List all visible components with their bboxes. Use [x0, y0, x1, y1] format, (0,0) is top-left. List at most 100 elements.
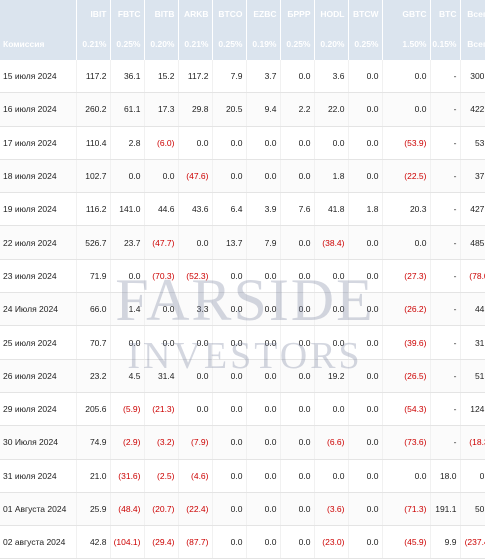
flow-cell: 205.6	[76, 392, 111, 427]
fee-cell: 0.19%	[246, 28, 281, 60]
date-cell: 19 июля 2024	[0, 192, 77, 227]
flow-cell: -	[430, 192, 461, 227]
flow-cell: 0.0	[280, 60, 315, 94]
table-row: 22 июля 2024 526.7 23.7 (47.7) 0.0 13.7 7.9 0.0…	[0, 225, 485, 260]
flow-cell: (104.1)	[110, 525, 145, 559]
flow-cell: 0.0	[382, 60, 431, 94]
fee-cell: 0.20%	[144, 28, 179, 60]
flow-cell: (7.9)	[178, 425, 213, 460]
flow-cell: 41.8	[314, 192, 349, 227]
flow-cell: (20.7)	[144, 492, 179, 527]
flow-cell: 71.9	[76, 259, 111, 294]
flow-cell: 0.0	[280, 392, 315, 427]
ticker-header-row: IBIT FBTC BITB ARKB BTCO EZBC БРРР HODL BTCW GBTC…	[0, 0, 485, 28]
flow-cell: (48.4)	[110, 492, 145, 527]
flow-cell: 0.0	[212, 126, 247, 160]
flow-cell: 44.6	[144, 192, 179, 227]
flow-cell: 23.7	[110, 225, 145, 260]
column-header: FBTC	[110, 0, 145, 28]
flow-cell: -	[430, 225, 461, 260]
flow-cell: (54.3)	[382, 392, 431, 427]
flow-cell: 0.0	[314, 392, 349, 427]
column-header: BITB	[144, 0, 179, 28]
flow-cell: (6.6)	[314, 425, 349, 460]
flow-cell: 1.8	[348, 192, 383, 227]
flow-cell: 13.7	[212, 225, 247, 260]
flow-cell: (27.3)	[382, 259, 431, 294]
fee-header-row: Комиссия 0.21% 0.25% 0.20% 0.21% 0.25% 0.19% 0.…	[0, 28, 485, 60]
date-cell: 16 июля 2024	[0, 92, 77, 127]
flow-cell: 0.0	[178, 225, 213, 260]
table-row: 15 июля 2024 117.2 36.1 15.2 117.2 7.9 3.7 0.0 3…	[0, 60, 485, 94]
flow-cell: 29.8	[178, 92, 213, 127]
flow-cell: 0.0	[178, 392, 213, 427]
flow-cell: -	[430, 392, 461, 427]
flow-cell: -	[430, 159, 461, 194]
flow-cell: (39.6)	[382, 325, 431, 360]
fee-cell: 0.15%	[430, 28, 461, 60]
flow-cell: (21.3)	[144, 392, 179, 427]
flow-cell: 3.6	[314, 60, 349, 94]
flow-cell: 0.0	[246, 259, 281, 294]
flow-cell: 18.0	[430, 459, 461, 493]
flow-cell: (31.6)	[110, 459, 145, 493]
flow-cell: (5.9)	[110, 392, 145, 427]
flow-cell: (71.3)	[382, 492, 431, 527]
flow-cell: 422.5	[460, 92, 485, 127]
flow-cell: 0.0	[246, 292, 281, 327]
flow-cell: 0.0	[280, 325, 315, 360]
flow-cell: 0.0	[212, 392, 247, 427]
table-row: 24 Июля 2024 66.0 1.4 0.0 3.3 0.0 0.0 0.0 0.0 0.0…	[0, 292, 485, 327]
flows-table-body: 15 июля 2024 117.2 36.1 15.2 117.2 7.9 3.7 0.0 3…	[0, 60, 485, 559]
flow-cell: (87.7)	[178, 525, 213, 559]
table-row: 17 июля 2024 110.4 2.8 (6.0) 0.0 0.0 0.0 0.0 0.0…	[0, 126, 485, 160]
flow-cell: 0.0	[348, 392, 383, 427]
flow-cell: 0.0	[348, 126, 383, 160]
flow-cell: 2.8	[110, 126, 145, 160]
header-blank-cell	[0, 0, 77, 28]
flow-cell: 0.0	[348, 525, 383, 559]
fee-cell: 0.20%	[314, 28, 349, 60]
flow-cell: 0.0	[280, 225, 315, 260]
flow-cell: (47.7)	[144, 225, 179, 260]
flow-cell: 0.0	[280, 292, 315, 327]
flow-cell: 6.4	[212, 192, 247, 227]
column-header: Всего	[460, 0, 485, 28]
flow-cell: 0.0	[280, 359, 315, 393]
fee-cell: 0.21%	[178, 28, 213, 60]
fee-label: Комиссия	[0, 28, 77, 60]
table-row: 18 июля 2024 102.7 0.0 0.0 (47.6) 0.0 0.0 0.0 1.…	[0, 159, 485, 194]
flow-cell: -	[430, 359, 461, 393]
flow-cell: (23.0)	[314, 525, 349, 559]
flow-cell: (26.2)	[382, 292, 431, 327]
flow-cell: 0.0	[212, 359, 247, 393]
flow-cell: 7.9	[246, 225, 281, 260]
flow-cell: 23.2	[76, 359, 111, 393]
flow-cell: (70.3)	[144, 259, 179, 294]
flow-cell: (47.6)	[178, 159, 213, 194]
table-row: 29 июля 2024 205.6 (5.9) (21.3) 0.0 0.0 0.0 0.0…	[0, 392, 485, 427]
flow-cell: 0.0	[246, 425, 281, 460]
flow-cell: 0.0	[246, 359, 281, 393]
flow-cell: 42.8	[76, 525, 111, 559]
flow-cell: 44.5	[460, 292, 485, 327]
table-row: 19 июля 2024 116.2 141.0 44.6 43.6 6.4 3.9 7.6 4…	[0, 192, 485, 227]
flow-cell: 17.3	[144, 92, 179, 127]
flow-cell: (52.3)	[178, 259, 213, 294]
flow-cell: 0.0	[246, 126, 281, 160]
flow-cell: 0.0	[246, 492, 281, 527]
flow-cell: 53.3	[460, 126, 485, 160]
flow-cell: 0.0	[280, 525, 315, 559]
flow-cell: 0.0	[212, 159, 247, 194]
flow-cell: 0.0	[212, 525, 247, 559]
flow-cell: 0.0	[382, 225, 431, 260]
flow-cell: 43.6	[178, 192, 213, 227]
flow-cell: 0.0	[314, 292, 349, 327]
flow-cell: (53.9)	[382, 126, 431, 160]
flow-cell: 0.0	[280, 492, 315, 527]
fee-cell: 0.25%	[110, 28, 145, 60]
flow-cell: (6.0)	[144, 126, 179, 160]
flow-cell: -	[430, 425, 461, 460]
flow-cell: 9.9	[430, 525, 461, 559]
